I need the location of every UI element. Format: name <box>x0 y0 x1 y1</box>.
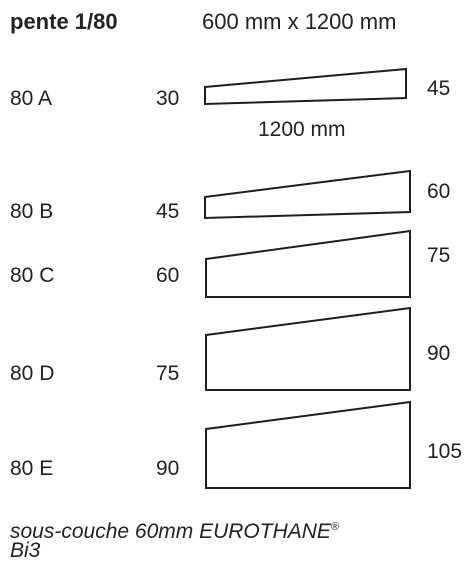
underlayment-note-text: sous-couche 60mm EUROTHANE <box>10 520 331 543</box>
panel-profile-80e <box>205 400 411 489</box>
panel-code-80c: 80 C <box>10 264 55 287</box>
thick-end-80e: 105 <box>427 440 463 463</box>
panel-code-80d: 80 D <box>10 362 55 385</box>
thick-end-80b: 60 <box>427 180 451 203</box>
underlayment-note: sous-couche 60mm EUROTHANE® <box>10 515 339 544</box>
panel-code-80e: 80 E <box>10 457 54 480</box>
thin-end-80d: 75 <box>156 362 180 385</box>
panel-code-80b: 80 B <box>10 200 54 223</box>
length-label: 1200 mm <box>258 118 346 141</box>
thin-end-80c: 60 <box>156 264 180 287</box>
panel-profile-80a <box>204 67 407 106</box>
thin-end-80e: 90 <box>156 457 180 480</box>
panel-profile-80b <box>204 169 411 220</box>
thin-end-80b: 45 <box>156 200 180 223</box>
thick-end-80a: 45 <box>427 77 451 100</box>
slope-title: pente 1/80 <box>10 9 118 34</box>
panel-profile-80c <box>205 229 411 298</box>
panel-code-80a: 80 A <box>10 87 53 110</box>
thick-end-80c: 75 <box>427 244 451 267</box>
underlayment-product-code: Bi3 <box>10 539 41 562</box>
thin-end-80a: 30 <box>156 87 180 110</box>
panel-profile-80d <box>205 306 411 391</box>
thick-end-80d: 90 <box>427 342 451 365</box>
registered-mark: ® <box>330 521 340 533</box>
panel-dimensions: 600 mm x 1200 mm <box>202 9 397 34</box>
